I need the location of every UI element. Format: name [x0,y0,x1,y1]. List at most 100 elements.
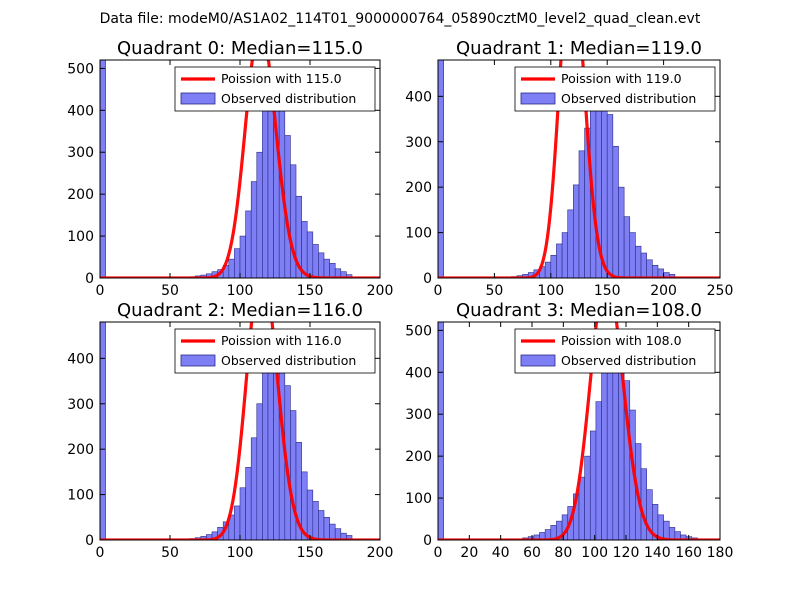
histogram-bar [323,516,330,540]
histogram-bar [256,151,263,278]
y-tick-label: 200 [405,449,432,465]
histogram-bar [267,91,274,278]
histogram-bar [567,209,574,278]
legend-patch-marker [180,354,216,367]
x-tick-label: 50 [161,545,179,561]
histogram-bar [544,261,552,278]
y-tick-label: 500 [67,61,94,77]
histogram-bar [329,263,336,278]
y-tick-label: 400 [405,89,432,105]
histogram-bar [256,403,263,540]
histogram-bar [438,322,444,540]
subplot-title: Quadrant 1: Median=119.0 [456,38,702,59]
histogram-bar [652,264,659,278]
histogram-bar [601,86,608,278]
histogram-bar [629,232,636,278]
legend: Poission with 115.0 Observed distribution [174,66,376,112]
subplot-quadrant-2: 0 50 100 150 200 0 100 200 300 400 Quadrant 2: Med… [67,300,394,561]
histogram-bar [250,437,258,540]
histogram-bar [329,523,336,540]
histogram-bar [578,150,585,278]
x-tick-label: 60 [523,545,541,561]
x-tick-label: 200 [650,283,677,299]
histogram-bar [612,145,619,278]
x-tick-label: 250 [707,283,734,299]
y-tick-label: 200 [67,187,94,203]
legend-label-observed: Observed distribution [561,91,696,106]
histogram-bar [589,430,597,540]
figure-title: Data file: modeM0/AS1A02_114T01_90000007… [100,11,701,27]
legend: Poission with 108.0 Observed distribution [514,328,716,374]
x-tick-label: 0 [434,283,443,299]
legend-patch-marker [520,92,556,105]
histogram-bar [239,235,246,278]
subplot-quadrant-1: 0 50 100 150 200 250 0 100 200 300 400 Quadrant 1: … [405,38,734,299]
y-tick-label: 100 [405,491,432,507]
histogram-bar [640,468,647,540]
axes-frame [437,59,721,279]
x-tick-label: 0 [96,545,105,561]
x-tick-label: 100 [581,545,608,561]
legend-label-poisson: Poission with 115.0 [221,71,342,86]
plot-area [438,60,720,278]
histogram-bar [663,520,670,540]
x-tick-label: 50 [485,283,503,299]
y-tick-label: 100 [67,488,94,504]
legend-patch-marker [520,354,556,367]
x-tick-label: 150 [297,545,324,561]
legend-label-observed: Observed distribution [221,353,356,368]
x-tick-label: 100 [227,283,254,299]
histogram-bar [578,476,585,540]
x-tick-label: 140 [644,545,671,561]
histogram-bar [318,510,325,540]
histogram-bar [601,372,608,540]
y-tick-label: 400 [67,103,94,119]
x-tick-label: 120 [613,545,640,561]
subplot-title: Quadrant 0: Median=115.0 [117,38,363,59]
subplot-quadrant-0: 0 50 100 150 200 0 100 200 300 400 500 Quadrant 0: … [67,38,394,299]
y-tick-label: 400 [67,351,94,367]
histogram-bar [612,346,619,540]
histogram-bar [234,248,241,278]
histogram-bar [100,60,106,278]
x-tick-label: 200 [367,545,394,561]
x-tick-label: 150 [297,283,324,299]
histogram-bar [262,110,269,278]
histogram-bar [290,410,297,540]
legend-label-observed: Observed distribution [221,91,356,106]
histogram-bar [635,245,642,278]
y-tick-label: 200 [405,180,432,196]
x-tick-label: 150 [594,283,621,299]
x-tick-label: 0 [96,283,105,299]
x-tick-label: 180 [707,545,734,561]
histogram-bar [550,254,557,278]
y-tick-label: 0 [85,271,94,287]
histogram-bar [250,181,258,278]
histogram-bar [640,252,647,278]
x-tick-label: 100 [537,283,564,299]
x-tick-label: 20 [460,545,478,561]
plot-area [100,60,380,278]
y-tick-label: 200 [67,442,94,458]
histogram-bar [623,216,631,278]
x-tick-label: 100 [227,545,254,561]
x-tick-label: 40 [492,545,510,561]
histogram-bar [262,362,269,540]
y-tick-label: 0 [423,533,432,549]
histogram-bar [573,184,580,278]
legend-patch-marker [180,92,216,105]
plot-area [100,322,380,540]
x-tick-label: 80 [554,545,572,561]
histogram-bar [668,274,676,278]
y-tick-label: 300 [405,135,432,151]
histogram-bar [267,348,274,540]
x-tick-label: 200 [367,283,394,299]
legend-label-poisson: Poission with 119.0 [561,71,682,86]
subplot-title: Quadrant 3: Median=108.0 [456,300,702,321]
subplot-quadrant-3: 0 20 40 60 80 100 120 140 160 180 0 100 200 300 400 500… [405,300,734,561]
histogram-bar [245,467,252,540]
subplot-title: Quadrant 2: Median=116.0 [117,300,363,321]
histogram-bar [245,210,252,278]
legend-label-poisson: Poission with 108.0 [561,333,682,348]
